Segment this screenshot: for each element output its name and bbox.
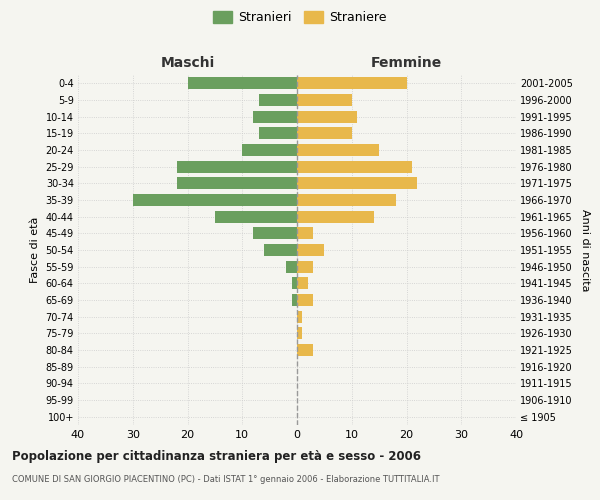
Bar <box>297 160 412 172</box>
Bar <box>297 244 325 256</box>
Bar <box>264 244 297 256</box>
Bar <box>133 194 297 206</box>
Text: Femmine: Femmine <box>371 56 442 70</box>
Text: Popolazione per cittadinanza straniera per età e sesso - 2006: Popolazione per cittadinanza straniera p… <box>12 450 421 463</box>
Y-axis label: Fasce di età: Fasce di età <box>30 217 40 283</box>
Bar <box>297 128 352 140</box>
Bar <box>188 78 297 90</box>
Bar <box>297 210 374 222</box>
Bar <box>297 94 352 106</box>
Bar <box>297 144 379 156</box>
Bar <box>297 344 313 356</box>
Bar <box>253 110 297 122</box>
Text: COMUNE DI SAN GIORGIO PIACENTINO (PC) - Dati ISTAT 1° gennaio 2006 - Elaborazion: COMUNE DI SAN GIORGIO PIACENTINO (PC) - … <box>12 475 439 484</box>
Bar <box>253 228 297 239</box>
Bar <box>286 260 297 272</box>
Bar <box>176 178 297 190</box>
Bar <box>242 144 297 156</box>
Bar <box>215 210 297 222</box>
Bar <box>297 278 308 289</box>
Bar <box>297 294 313 306</box>
Bar <box>297 228 313 239</box>
Bar <box>297 78 407 90</box>
Legend: Stranieri, Straniere: Stranieri, Straniere <box>208 6 392 29</box>
Text: Maschi: Maschi <box>160 56 215 70</box>
Bar <box>297 178 418 190</box>
Bar <box>297 110 357 122</box>
Bar <box>297 194 395 206</box>
Bar <box>297 310 302 322</box>
Bar <box>176 160 297 172</box>
Bar <box>297 328 302 340</box>
Bar <box>292 294 297 306</box>
Bar <box>259 128 297 140</box>
Bar <box>297 260 313 272</box>
Bar <box>259 94 297 106</box>
Y-axis label: Anni di nascita: Anni di nascita <box>580 208 590 291</box>
Bar <box>292 278 297 289</box>
